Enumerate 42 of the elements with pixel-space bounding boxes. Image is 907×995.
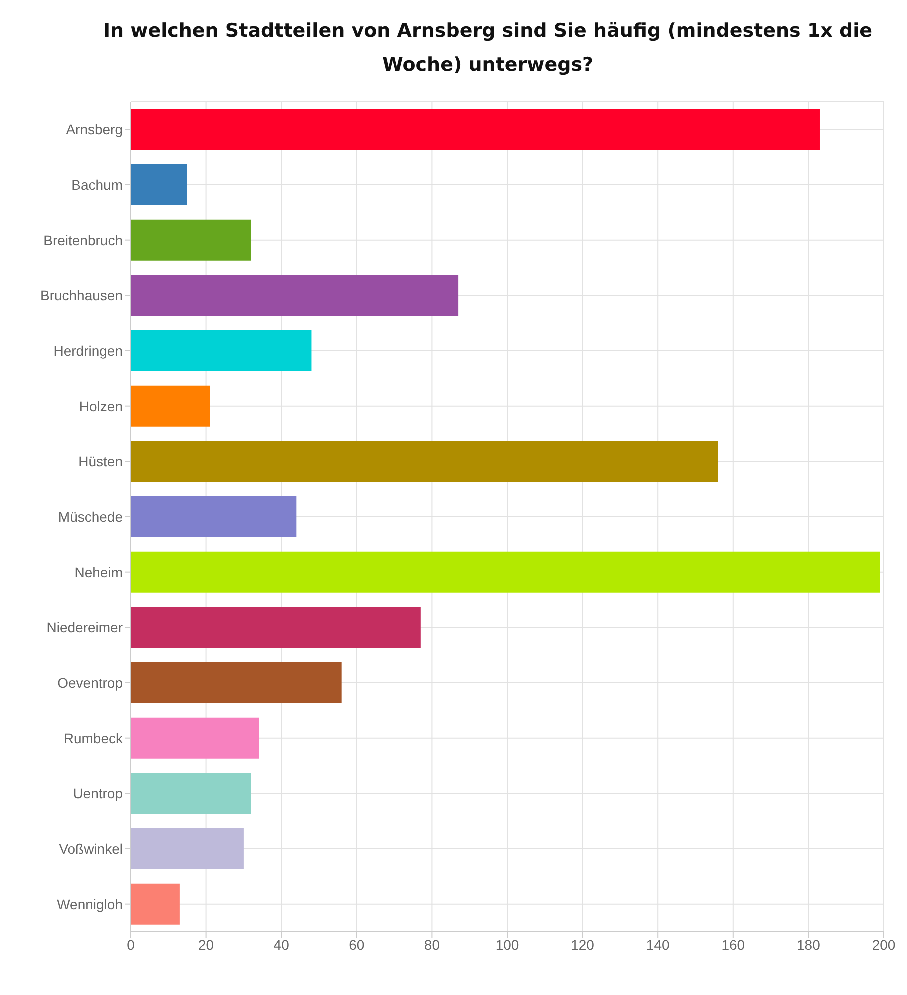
x-tick-label: 60 [349, 936, 365, 953]
y-tick-label: Oeventrop [58, 674, 124, 691]
x-tick-label: 80 [424, 936, 440, 953]
x-tick-label: 160 [722, 936, 746, 953]
bar [131, 884, 180, 925]
x-tick-label: 120 [571, 936, 595, 953]
y-tick-label: Bachum [72, 176, 123, 193]
y-tick-label: Bruchhausen [40, 288, 123, 304]
y-tick-label: Holzen [79, 398, 123, 414]
y-tick-label: Wennigloh [57, 896, 123, 912]
bar [131, 662, 342, 704]
bar [131, 828, 244, 870]
bar [131, 496, 297, 538]
chart-title: In welchen Stadtteilen von Arnsberg sind Sie häufig (mindestens 1x die Woche) unterwegs? [102, 19, 874, 78]
x-tick-label: 200 [872, 936, 896, 953]
y-tick-label: Müschede [58, 508, 124, 525]
y-tick-label: Neheim [74, 564, 123, 580]
x-tick-label: 40 [274, 936, 290, 953]
bar [131, 386, 210, 427]
bar [131, 607, 421, 648]
bar [131, 773, 252, 814]
y-tick-label: Rumbeck [64, 730, 124, 746]
bar [131, 275, 459, 316]
x-tick-label: 100 [496, 936, 520, 953]
x-tick-label: 180 [797, 936, 821, 953]
bar [131, 718, 260, 759]
y-tick-label: Voßwinkel [59, 840, 123, 857]
bar [131, 164, 188, 206]
y-tick-label: Arnsberg [66, 122, 123, 138]
y-tick-label: Niedereimer [46, 620, 124, 636]
x-tick-label: 140 [646, 936, 670, 953]
x-tick-label: 20 [198, 936, 214, 953]
y-tick-label: Uentrop [73, 786, 124, 802]
y-tick-label: Herdringen [54, 342, 123, 359]
x-tick-label: 0 [127, 936, 136, 953]
y-tick-label: Breitenbruch [44, 232, 123, 248]
y-tick-label: Hüsten [78, 454, 123, 470]
bar [131, 552, 880, 593]
bar [131, 220, 252, 261]
bar [131, 330, 312, 372]
bar [131, 441, 718, 482]
bar [131, 109, 820, 150]
